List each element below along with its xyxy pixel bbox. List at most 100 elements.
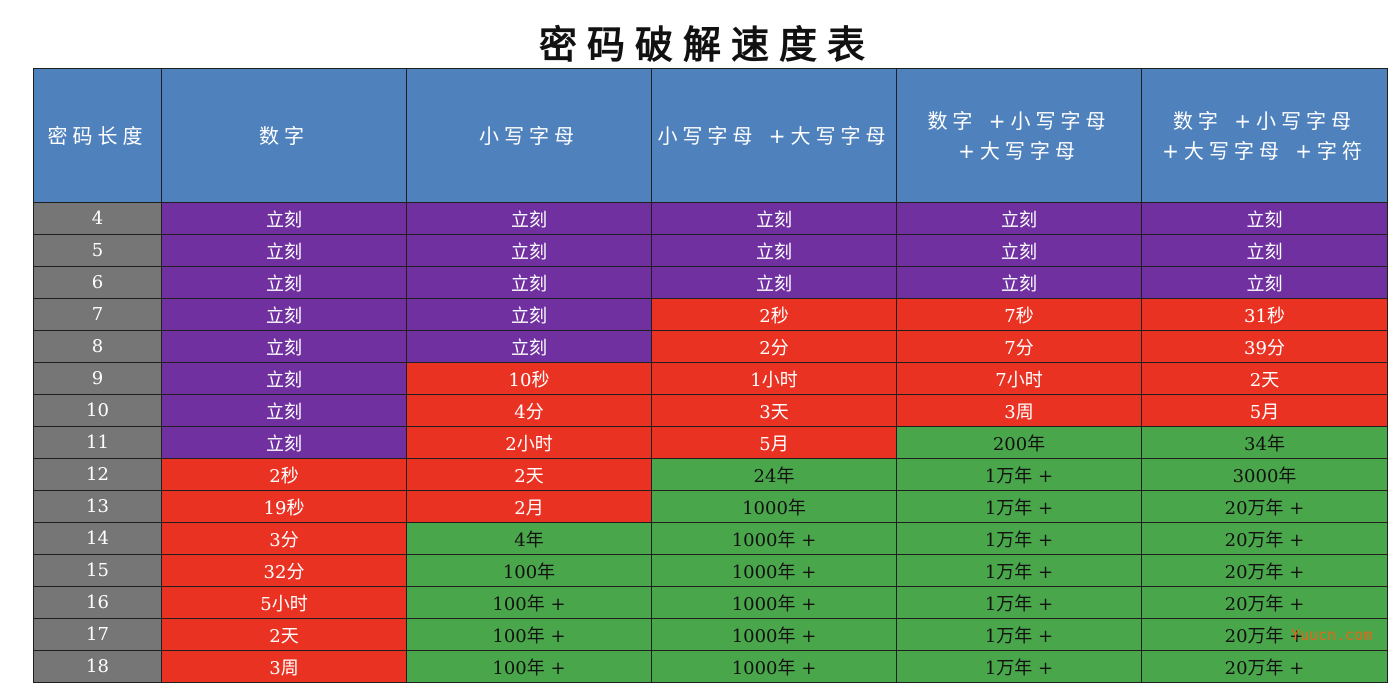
crack-time-cell: 34年 bbox=[1141, 426, 1388, 459]
password-length-cell: 16 bbox=[33, 586, 162, 619]
crack-time-cell: 立刻 bbox=[651, 202, 897, 235]
crack-time-cell: 2小时 bbox=[406, 426, 652, 459]
crack-time-cell: 2秒 bbox=[651, 298, 897, 331]
table-row: 5 立刻 立刻 立刻 立刻 立刻 bbox=[33, 234, 1388, 267]
crack-time-cell: 立刻 bbox=[896, 202, 1142, 235]
crack-time-cell: 4分 bbox=[406, 394, 652, 427]
table-row: 9 立刻 10秒 1小时 7小时 2天 bbox=[33, 362, 1388, 395]
crack-time-cell: 2秒 bbox=[161, 458, 407, 491]
crack-time-cell: 2天 bbox=[406, 458, 652, 491]
crack-time-cell: 立刻 bbox=[896, 234, 1142, 267]
column-header: 数字 +小写字母 +大写字母 bbox=[896, 68, 1142, 203]
crack-time-cell: 立刻 bbox=[406, 298, 652, 331]
crack-time-cell: 20万年 + bbox=[1141, 618, 1388, 651]
crack-time-cell: 立刻 bbox=[651, 266, 897, 299]
crack-time-cell: 5小时 bbox=[161, 586, 407, 619]
crack-time-cell: 7分 bbox=[896, 330, 1142, 363]
crack-time-cell: 1万年 + bbox=[896, 522, 1142, 555]
crack-time-cell: 立刻 bbox=[406, 202, 652, 235]
table-row: 14 3分 4年 1000年 +1万年 +20万年 + bbox=[33, 522, 1388, 555]
table-row: 12 2秒 2天 24年 1万年 +3000年 bbox=[33, 458, 1388, 491]
table-header-row: 密码长度 数字 小写字母 小写字母 +大写字母 数字 +小写字母 +大写字母 数字 +小写… bbox=[33, 68, 1388, 203]
table-row: 13 19秒 2月 1000年 1万年 +20万年 + bbox=[33, 490, 1388, 523]
crack-time-cell: 立刻 bbox=[406, 330, 652, 363]
password-length-cell: 17 bbox=[33, 618, 162, 651]
password-length-cell: 6 bbox=[33, 266, 162, 299]
column-header: 小写字母 +大写字母 bbox=[651, 68, 897, 203]
crack-time-cell: 立刻 bbox=[161, 426, 407, 459]
crack-time-cell: 24年 bbox=[651, 458, 897, 491]
table-row: 8 立刻 立刻 2分 7分 39分 bbox=[33, 330, 1388, 363]
table-row: 10 立刻 4分 3天 3周 5月 bbox=[33, 394, 1388, 427]
crack-time-cell: 1万年 + bbox=[896, 490, 1142, 523]
password-length-cell: 12 bbox=[33, 458, 162, 491]
crack-time-cell: 5月 bbox=[1141, 394, 1388, 427]
crack-time-cell: 1小时 bbox=[651, 362, 897, 395]
crack-time-cell: 立刻 bbox=[161, 330, 407, 363]
crack-time-cell: 2月 bbox=[406, 490, 652, 523]
password-length-cell: 5 bbox=[33, 234, 162, 267]
crack-time-cell: 1000年 + bbox=[651, 554, 897, 587]
crack-time-cell: 7小时 bbox=[896, 362, 1142, 395]
password-length-cell: 10 bbox=[33, 394, 162, 427]
crack-time-cell: 100年 bbox=[406, 554, 652, 587]
crack-time-cell: 31秒 bbox=[1141, 298, 1388, 331]
page-title: 密码破解速度表 bbox=[538, 22, 875, 67]
crack-time-cell: 5月 bbox=[651, 426, 897, 459]
password-length-cell: 13 bbox=[33, 490, 162, 523]
crack-time-cell: 32分 bbox=[161, 554, 407, 587]
table-row: 15 32分 100年 1000年 +1万年 +20万年 + bbox=[33, 554, 1388, 587]
crack-time-cell: 2天 bbox=[1141, 362, 1388, 395]
crack-time-cell: 1万年 + bbox=[896, 554, 1142, 587]
table-row: 4 立刻 立刻 立刻 立刻 立刻 bbox=[33, 202, 1388, 235]
crack-time-cell: 立刻 bbox=[1141, 234, 1388, 267]
table-row: 11 立刻 2小时 5月 200年 34年 bbox=[33, 426, 1388, 459]
password-length-cell: 18 bbox=[33, 650, 162, 683]
crack-time-cell: 立刻 bbox=[406, 266, 652, 299]
crack-time-cell: 立刻 bbox=[896, 266, 1142, 299]
crack-time-cell: 100年 + bbox=[406, 586, 652, 619]
crack-time-cell: 200年 bbox=[896, 426, 1142, 459]
password-length-cell: 15 bbox=[33, 554, 162, 587]
crack-time-cell: 立刻 bbox=[161, 202, 407, 235]
crack-time-cell: 3000年 bbox=[1141, 458, 1388, 491]
crack-time-cell: 3天 bbox=[651, 394, 897, 427]
crack-time-cell: 1万年 + bbox=[896, 618, 1142, 651]
table-body: 4 立刻 立刻 立刻 立刻 立刻 5 立刻 立刻 立刻 立刻 立刻 6 立刻 立刻 立刻 立刻 立刻 7 立刻 立刻 2秒… bbox=[33, 202, 1388, 683]
crack-time-cell: 立刻 bbox=[161, 266, 407, 299]
table-row: 17 2天 100年 +1000年 +1万年 +20万年 + bbox=[33, 618, 1388, 651]
crack-time-cell: 1万年 + bbox=[896, 586, 1142, 619]
crack-time-cell: 立刻 bbox=[161, 298, 407, 331]
password-length-cell: 8 bbox=[33, 330, 162, 363]
crack-time-cell: 20万年 + bbox=[1141, 522, 1388, 555]
crack-time-cell: 100年 + bbox=[406, 618, 652, 651]
column-header: 小写字母 bbox=[406, 68, 652, 203]
crack-time-cell: 4年 bbox=[406, 522, 652, 555]
crack-time-cell: 立刻 bbox=[161, 234, 407, 267]
password-length-cell: 14 bbox=[33, 522, 162, 555]
table-row: 7 立刻 立刻 2秒 7秒 31秒 bbox=[33, 298, 1388, 331]
password-length-cell: 11 bbox=[33, 426, 162, 459]
crack-time-cell: 1000年 + bbox=[651, 522, 897, 555]
crack-time-cell: 100年 + bbox=[406, 650, 652, 683]
crack-time-cell: 20万年 + bbox=[1141, 650, 1388, 683]
watermark: Yuucn.com bbox=[1291, 626, 1373, 644]
crack-time-cell: 立刻 bbox=[161, 394, 407, 427]
crack-time-cell: 7秒 bbox=[896, 298, 1142, 331]
crack-time-cell: 20万年 + bbox=[1141, 554, 1388, 587]
crack-time-cell: 1万年 + bbox=[896, 650, 1142, 683]
crack-time-cell: 立刻 bbox=[651, 234, 897, 267]
column-header: 数字 +小写字母 +大写字母 +字符 bbox=[1141, 68, 1388, 203]
crack-time-cell: 3分 bbox=[161, 522, 407, 555]
crack-time-cell: 20万年 + bbox=[1141, 586, 1388, 619]
crack-time-cell: 立刻 bbox=[1141, 266, 1388, 299]
table-row: 6 立刻 立刻 立刻 立刻 立刻 bbox=[33, 266, 1388, 299]
crack-time-cell: 1000年 + bbox=[651, 586, 897, 619]
crack-time-cell: 2分 bbox=[651, 330, 897, 363]
password-length-cell: 4 bbox=[33, 202, 162, 235]
column-header: 数字 bbox=[161, 68, 407, 203]
crack-time-cell: 1000年 bbox=[651, 490, 897, 523]
crack-time-cell: 3周 bbox=[161, 650, 407, 683]
crack-time-cell: 10秒 bbox=[406, 362, 652, 395]
column-header: 密码长度 bbox=[33, 68, 162, 203]
